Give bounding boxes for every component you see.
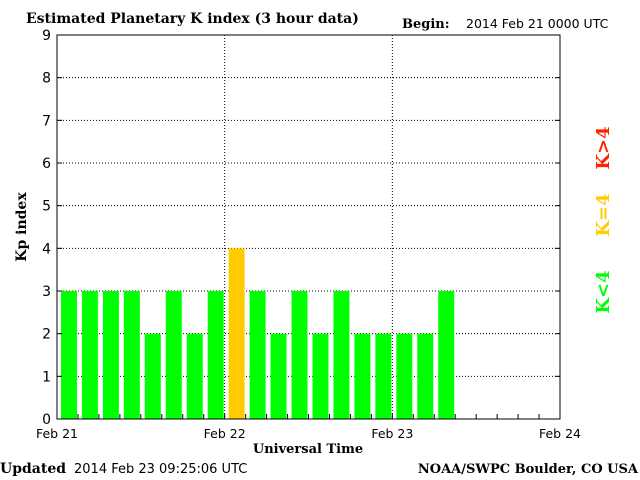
bars xyxy=(61,248,455,419)
kp-bar-14 xyxy=(354,333,371,419)
kp-bar-8 xyxy=(228,248,245,419)
kp-bar-6 xyxy=(186,333,203,419)
y-tick-label-1: 1 xyxy=(42,369,51,385)
x-tick-label-1: Feb 22 xyxy=(204,426,246,441)
kp-bar-11 xyxy=(291,291,308,419)
begin-label: Begin: xyxy=(402,17,450,32)
source-credit: NOAA/SWPC Boulder, CO USA xyxy=(418,462,639,477)
kp-bar-1 xyxy=(81,291,98,419)
kp-bar-10 xyxy=(270,333,287,419)
x-axis-label: Universal Time xyxy=(253,442,363,457)
y-axis-label: Kp index xyxy=(14,192,30,262)
kp-bar-15 xyxy=(375,333,392,419)
begin-value: 2014 Feb 21 0000 UTC xyxy=(466,16,609,31)
legend-k-equal-4: K=4 xyxy=(593,193,614,236)
plot-area: 0 1 2 3 4 5 6 7 8 9 Feb 21 Feb 22 Feb 23 Feb 24 xyxy=(36,28,581,441)
x-axis-ticks: Feb 21 Feb 22 Feb 23 Feb 24 xyxy=(36,414,581,441)
grid-lines xyxy=(57,35,560,419)
y-tick-label-3: 3 xyxy=(42,284,51,300)
y-tick-label-5: 5 xyxy=(42,199,51,215)
y-axis-ticks: 0 1 2 3 4 5 6 7 8 9 xyxy=(42,28,560,428)
kp-bar-0 xyxy=(61,291,77,419)
updated-value: 2014 Feb 23 09:25:06 UTC xyxy=(74,462,247,477)
kp-bar-2 xyxy=(102,291,119,419)
y-tick-label-4: 4 xyxy=(42,241,51,257)
kp-bar-3 xyxy=(123,291,140,419)
y-tick-label-0: 0 xyxy=(42,412,51,428)
kp-bar-12 xyxy=(312,333,329,419)
y-tick-label-2: 2 xyxy=(42,327,51,343)
x-tick-label-2: Feb 23 xyxy=(371,426,413,441)
kp-bar-4 xyxy=(144,333,161,419)
y-tick-label-9: 9 xyxy=(42,28,51,44)
y-tick-label-6: 6 xyxy=(42,156,51,172)
kp-bar-5 xyxy=(165,291,182,419)
chart-title: Estimated Planetary K index (3 hour data… xyxy=(26,11,359,27)
x-tick-label-3: Feb 24 xyxy=(539,426,581,441)
y-tick-label-7: 7 xyxy=(42,113,51,129)
legend-k-greater-4: K>4 xyxy=(593,126,614,169)
kp-bar-7 xyxy=(207,291,224,419)
kp-bar-16 xyxy=(396,333,413,419)
updated-label: Updated xyxy=(0,461,66,477)
kp-bar-13 xyxy=(333,291,350,419)
legend-k-less-4: K<4 xyxy=(593,270,614,313)
kp-bar-9 xyxy=(249,291,266,419)
x-tick-label-0: Feb 21 xyxy=(36,426,78,441)
y-tick-label-8: 8 xyxy=(42,71,51,87)
kp-bar-18 xyxy=(438,291,455,419)
kp-bar-17 xyxy=(417,333,434,419)
